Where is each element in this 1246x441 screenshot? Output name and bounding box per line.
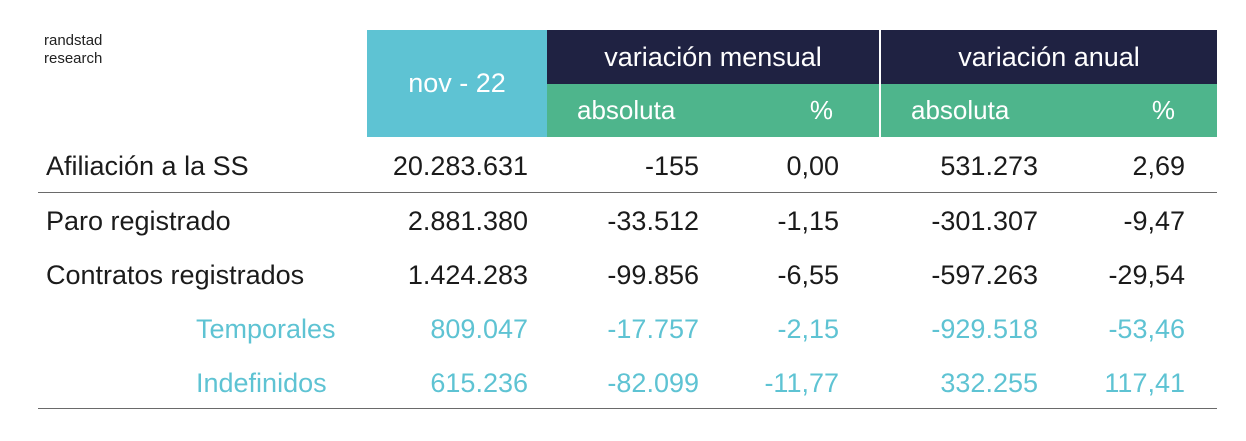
brand-line-1: randstad [44,32,103,49]
cell-monthly-absolute: -17.757 [607,314,699,344]
cell-value: 809.047 [430,314,528,344]
row-divider [38,192,1217,193]
cell-value: 20.283.631 [392,151,528,181]
cell-annual-absolute: -301.307 [931,206,1038,236]
cell-annual-percent: -53,46 [1108,314,1185,344]
cell-annual-percent: 117,41 [1104,368,1185,398]
table-bottom-rule [38,408,1217,409]
cell-annual-absolute: -929.518 [931,314,1038,344]
cell-annual-percent: 2,69 [1132,151,1185,181]
subheader-monthly-percent: % [809,95,833,125]
subheader-monthly: absoluta % [547,84,881,137]
cell-annual-percent: -29,54 [1108,260,1185,290]
cell-annual-absolute: 531.273 [940,151,1038,181]
table-row-temporales: Temporales 809.047 -17.757 -2,15 -929.51… [38,302,1217,356]
cell-monthly-absolute: -155 [644,151,699,181]
header-annual-variation: variación anual [881,30,1217,84]
header-monthly-variation: variación mensual [547,30,881,84]
cell-monthly-percent: 0,00 [786,151,839,181]
subheader-annual-percent: % [1151,95,1175,125]
cell-monthly-absolute: -99.856 [607,260,699,290]
row-label: Contratos registrados [46,260,305,290]
cell-annual-absolute: 332.255 [940,368,1038,398]
row-label: Temporales [196,314,336,344]
subheader-monthly-absolute: absoluta [577,95,676,125]
table-row-contratos: Contratos registrados 1.424.283 -99.856 … [38,248,1217,302]
table-row-afiliacion: Afiliación a la SS 20.283.631 -155 0,00 … [38,139,1217,193]
cell-value: 2.881.380 [407,206,528,236]
cell-value: 1.424.283 [407,260,528,290]
brand-line-2: research [44,50,103,67]
row-label: Indefinidos [196,368,327,398]
cell-annual-absolute: -597.263 [931,260,1038,290]
cell-monthly-percent: -1,15 [777,206,839,236]
cell-monthly-percent: -11,77 [764,368,839,398]
subheader-annual: absoluta % [881,84,1217,137]
cell-monthly-absolute: -33.512 [607,206,699,236]
cell-monthly-percent: -2,15 [777,314,839,344]
subheader-annual-absolute: absoluta [911,95,1010,125]
row-label: Afiliación a la SS [46,151,249,181]
brand-logo: randstad research [44,32,102,68]
cell-monthly-percent: -6,55 [777,260,839,290]
cell-annual-percent: -9,47 [1123,206,1185,236]
table-row-indefinidos: Indefinidos 615.236 -82.099 -11,77 332.2… [38,356,1217,410]
header-period: nov - 22 [367,30,547,137]
cell-monthly-absolute: -82.099 [607,368,699,398]
row-label: Paro registrado [46,206,231,236]
table-row-paro: Paro registrado 2.881.380 -33.512 -1,15 … [38,194,1217,248]
cell-value: 615.236 [430,368,528,398]
